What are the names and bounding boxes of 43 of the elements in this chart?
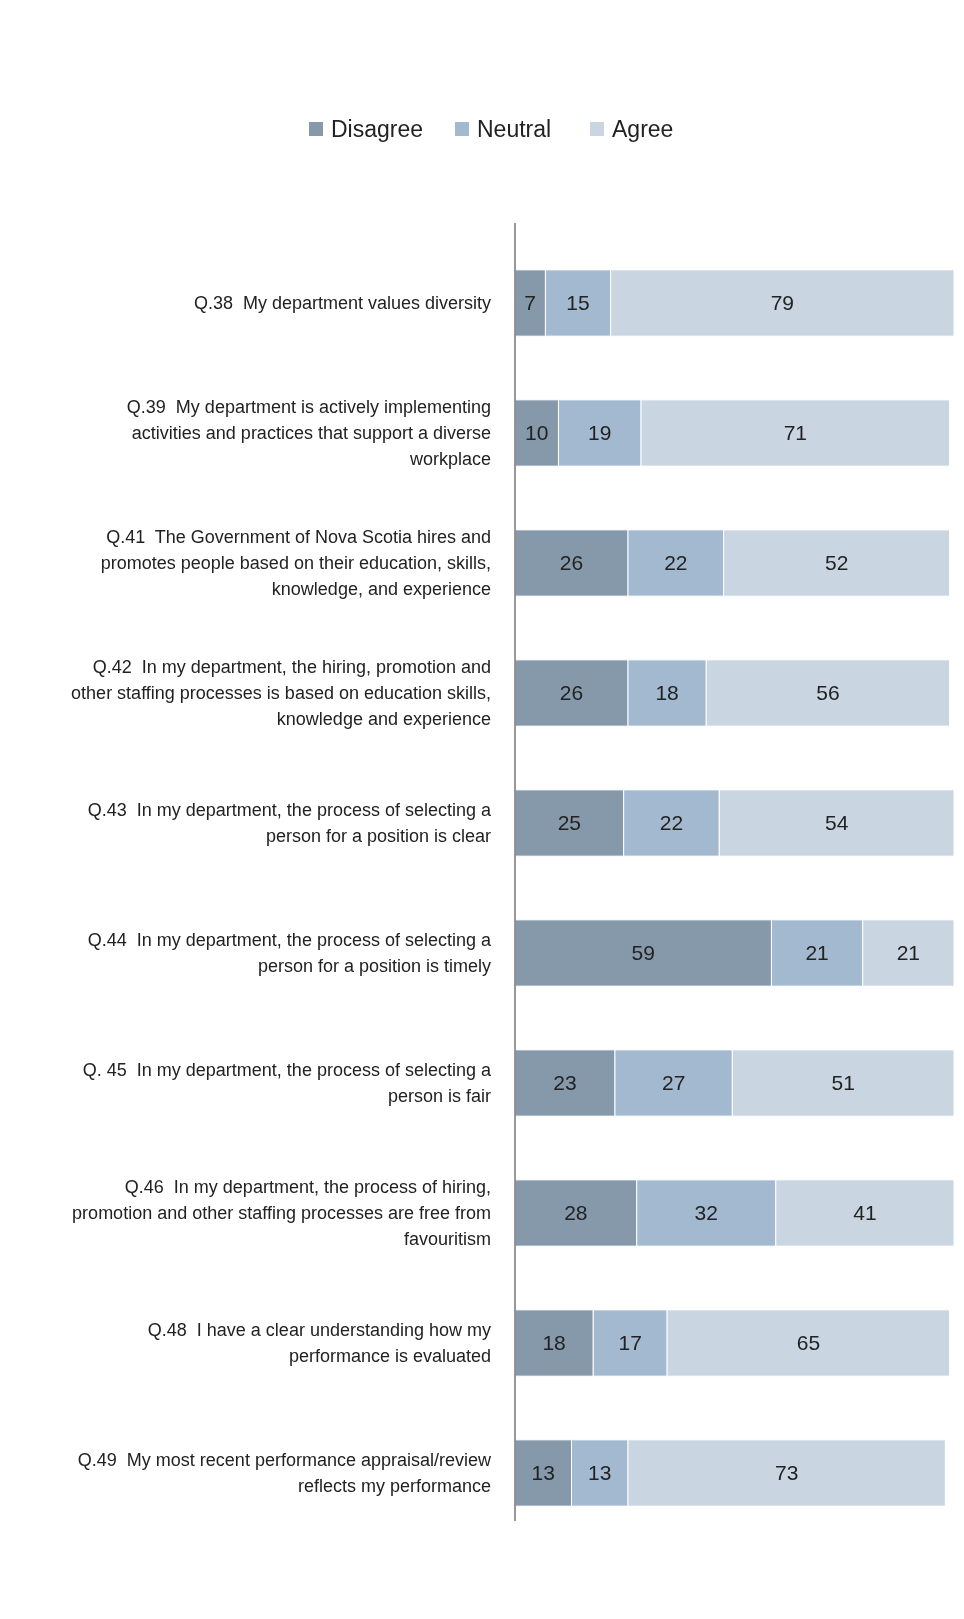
data-label: 25 [557, 811, 582, 835]
data-label: 15 [566, 291, 590, 315]
data-label: 13 [588, 1461, 612, 1485]
data-label: 17 [618, 1331, 642, 1355]
data-label: 19 [588, 421, 612, 445]
data-label: 27 [661, 1071, 686, 1095]
y-tick-label: Q.43 In my department, the process of selecting a person for a position is clear [87, 800, 492, 847]
y-tick-label: Q.46 In my department, the process of hiring, promotion and other staffing processes are free from favouritism [72, 1177, 491, 1250]
y-tick-label: Q.39 My department is actively implementing activities and practices that support a diverse workplace [126, 397, 491, 470]
data-label: 7 [524, 291, 537, 315]
data-label: 54 [824, 811, 849, 835]
data-label: 18 [655, 681, 679, 705]
y-tick-label: Q. 45 In my department, the process of selecting a person is fair [82, 1060, 492, 1107]
data-label: 22 [659, 811, 684, 835]
data-label: 26 [559, 681, 584, 705]
y-tick-label: Q.48 I have a clear understanding how my performance is evaluated [147, 1320, 491, 1367]
data-label: 13 [531, 1461, 555, 1485]
data-label: 59 [631, 941, 655, 965]
data-label: 21 [896, 941, 921, 965]
data-label: 41 [853, 1201, 877, 1225]
data-label: 10 [525, 421, 549, 445]
y-tick-label: Q.38 My department values diversity [193, 293, 491, 314]
data-label: 26 [559, 551, 584, 575]
data-label: 21 [805, 941, 829, 965]
y-tick-label: Q.42 In my department, the hiring, promotion and other staffing processes is based on education skills, knowledge and experience [71, 657, 491, 730]
y-tick-label: Q.49 My most recent performance appraisal/review reflects my performance [77, 1450, 492, 1497]
y-tick-label: Q.41 The Government of Nova Scotia hires and promotes people based on their education, skills, knowledge, and experience [100, 527, 491, 600]
data-label: 28 [564, 1201, 588, 1225]
data-label: 79 [770, 291, 794, 315]
legend-label: Neutral [477, 116, 552, 143]
data-label: 18 [542, 1331, 566, 1355]
data-label: 51 [831, 1071, 855, 1095]
data-label: 73 [774, 1461, 799, 1485]
legend-label: Agree [612, 116, 674, 143]
data-label: 65 [796, 1331, 821, 1355]
data-label: 52 [824, 551, 849, 575]
data-label: 32 [694, 1201, 718, 1225]
data-label: 23 [553, 1071, 577, 1095]
data-label: 56 [816, 681, 840, 705]
legend-label: Disagree [331, 116, 424, 143]
data-label: 71 [783, 421, 808, 445]
y-tick-label: Q.44 In my department, the process of selecting a person for a position is timely [87, 930, 492, 977]
data-label: 22 [664, 551, 688, 575]
